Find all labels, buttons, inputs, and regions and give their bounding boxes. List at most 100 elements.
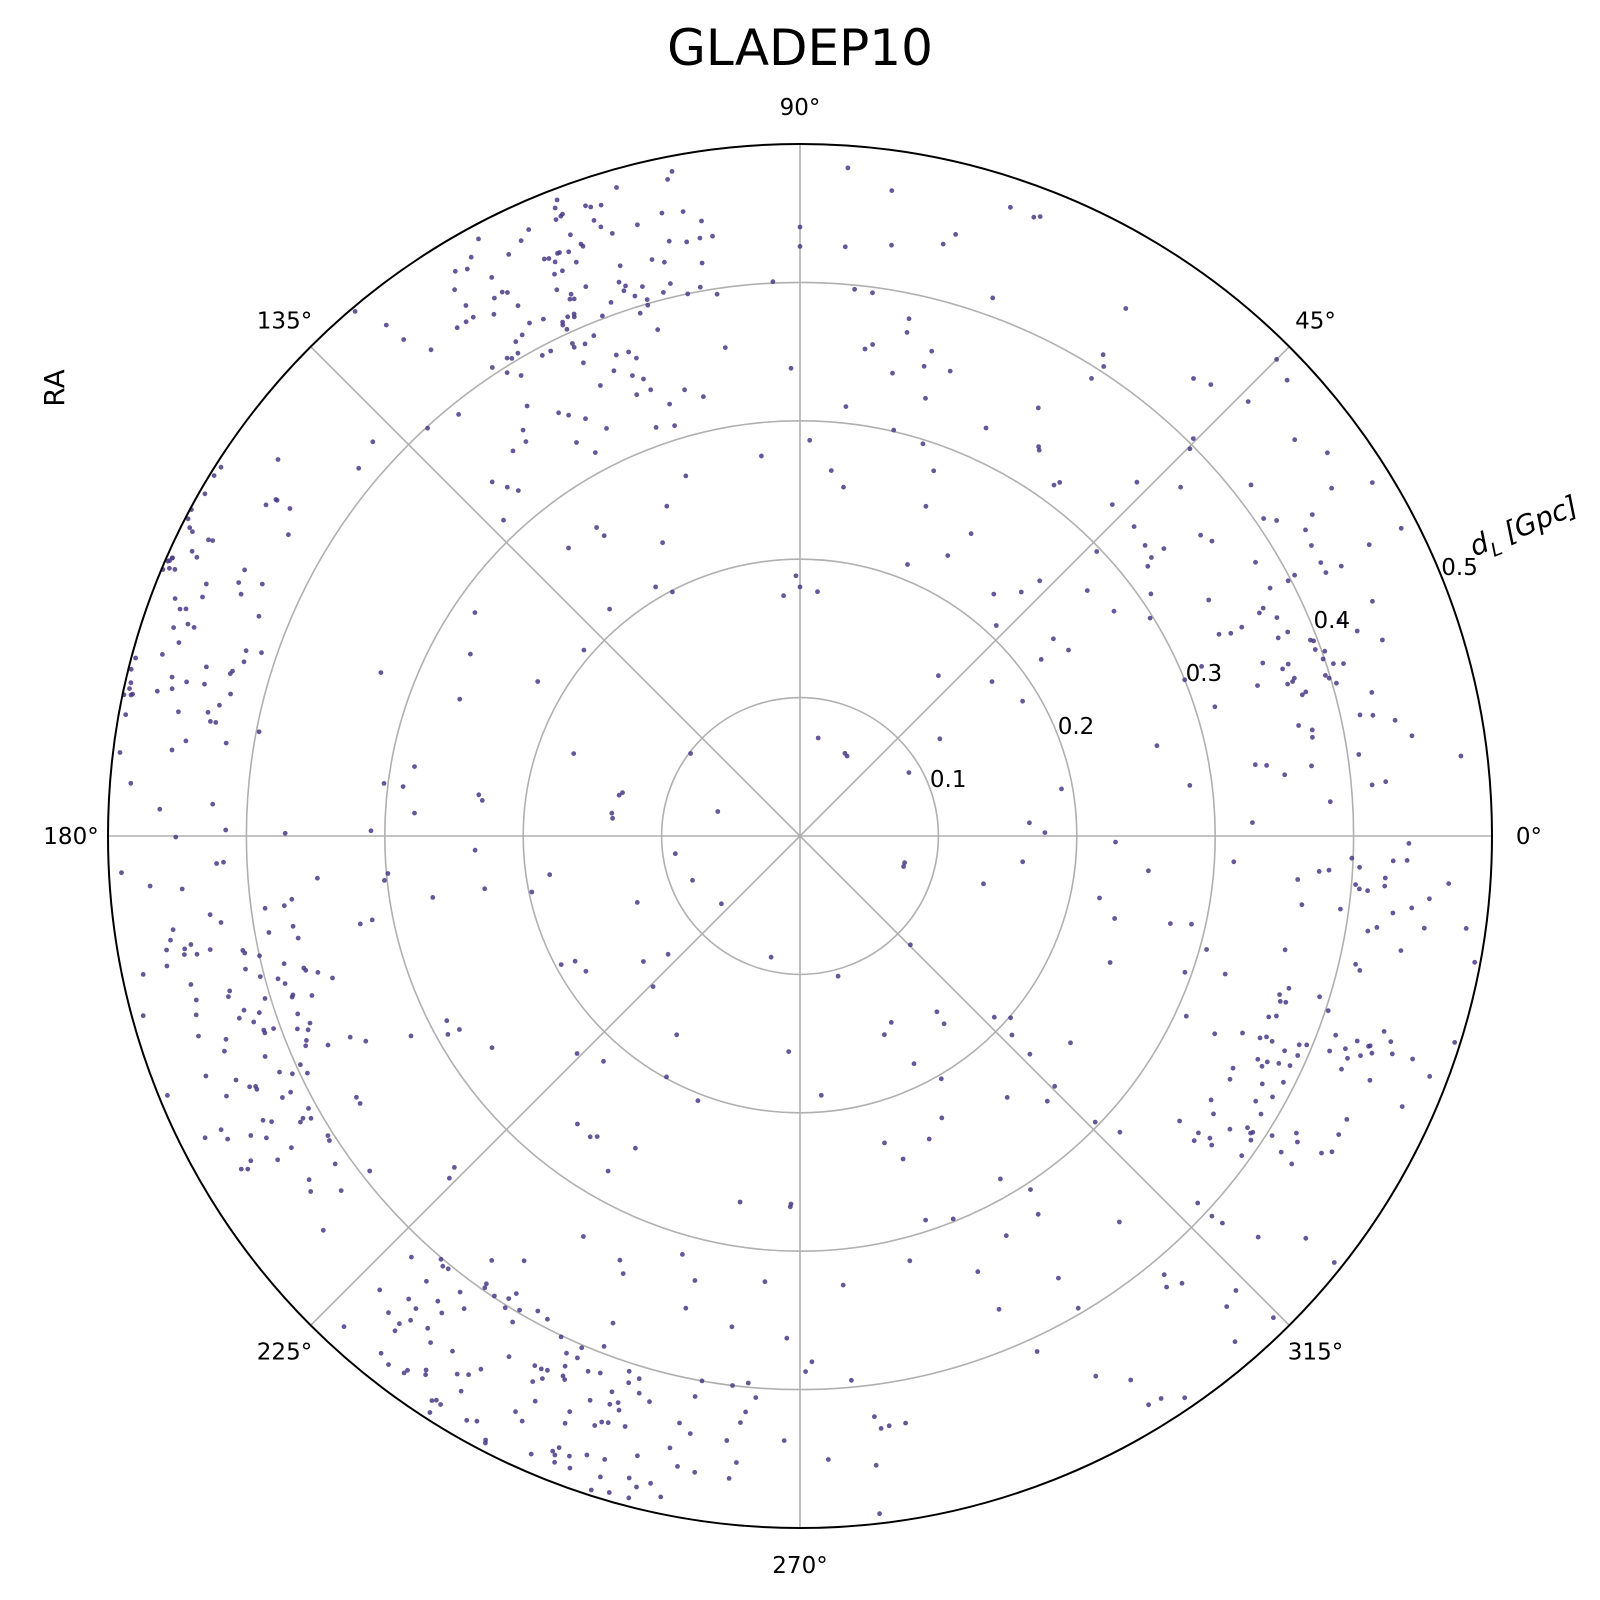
data-point — [463, 319, 469, 325]
data-point — [369, 917, 375, 923]
data-point — [828, 468, 834, 473]
data-point — [222, 1048, 227, 1054]
data-point — [620, 790, 625, 796]
data-point — [653, 584, 658, 590]
data-point — [450, 1348, 455, 1354]
data-point — [1357, 968, 1363, 973]
data-point — [575, 1355, 580, 1361]
data-point — [425, 1325, 431, 1331]
data-point — [592, 450, 598, 455]
data-point — [1381, 1029, 1387, 1034]
data-point — [597, 1370, 603, 1376]
data-point — [184, 679, 190, 685]
data-point — [196, 1033, 201, 1039]
data-point — [241, 659, 247, 665]
radial-tick-label: 0.5 — [1441, 555, 1478, 581]
data-point — [1239, 1153, 1245, 1159]
data-point — [519, 1418, 525, 1424]
data-point — [1294, 1130, 1299, 1136]
data-point — [298, 1119, 303, 1125]
data-point — [1211, 1111, 1216, 1117]
data-point — [682, 387, 687, 393]
data-point — [207, 912, 213, 918]
data-point — [445, 1266, 451, 1272]
data-point — [513, 339, 519, 345]
data-point — [504, 484, 510, 490]
data-point — [306, 1106, 311, 1111]
data-point — [489, 1258, 495, 1263]
data-point — [128, 680, 134, 686]
data-point — [1094, 549, 1100, 554]
data-point — [588, 1487, 594, 1493]
data-point — [675, 1464, 680, 1469]
data-point — [123, 712, 129, 718]
data-point — [1463, 926, 1469, 931]
data-point — [325, 1042, 331, 1048]
data-point — [906, 770, 912, 775]
data-point — [300, 1115, 306, 1121]
radial-tick-label: 0.1 — [930, 767, 967, 793]
data-point — [238, 1166, 244, 1172]
data-point — [1295, 1053, 1301, 1058]
data-point — [400, 784, 406, 789]
data-point — [1284, 377, 1290, 383]
data-point — [227, 988, 233, 994]
data-point — [1303, 527, 1308, 533]
data-point — [1042, 830, 1048, 835]
data-point — [1409, 733, 1415, 739]
data-point — [169, 747, 175, 753]
data-point — [781, 1438, 787, 1443]
data-point — [1295, 877, 1301, 882]
data-point — [1158, 1396, 1164, 1401]
data-point — [939, 1115, 945, 1121]
data-point — [1109, 502, 1115, 507]
data-point — [1331, 661, 1336, 667]
data-point — [1259, 1081, 1265, 1087]
data-point — [378, 670, 384, 675]
data-point — [1093, 1373, 1099, 1379]
data-point — [941, 1021, 947, 1027]
data-point — [1128, 1377, 1134, 1383]
data-point — [1357, 712, 1363, 718]
data-point — [1035, 405, 1041, 411]
data-point — [356, 465, 362, 471]
data-point — [1277, 999, 1283, 1004]
data-point — [470, 314, 476, 320]
data-point — [818, 1092, 824, 1098]
data-point — [515, 303, 521, 309]
data-point — [517, 1307, 522, 1313]
data-point — [204, 664, 209, 670]
data-point — [1343, 1046, 1348, 1052]
data-point — [953, 232, 958, 237]
data-point — [140, 1013, 146, 1019]
data-point — [940, 241, 946, 247]
data-point — [1365, 888, 1370, 894]
data-point — [428, 1340, 433, 1345]
data-point — [257, 953, 262, 959]
data-point — [262, 996, 268, 1001]
theta-grid-line — [799, 835, 1290, 1326]
data-point — [1051, 482, 1057, 488]
data-point — [457, 1289, 463, 1295]
data-point — [1206, 597, 1212, 603]
data-point — [1326, 675, 1332, 681]
data-point — [1427, 896, 1432, 902]
data-point — [1187, 783, 1193, 788]
data-point — [357, 1101, 363, 1106]
data-point — [558, 213, 564, 219]
data-point — [1341, 661, 1346, 666]
data-point — [1038, 657, 1044, 662]
data-point — [938, 1076, 944, 1082]
data-point — [842, 750, 848, 756]
data-point — [877, 1511, 882, 1517]
data-point — [203, 581, 209, 587]
data-point — [699, 260, 705, 266]
data-point — [254, 1086, 260, 1092]
data-point — [1182, 1395, 1188, 1401]
data-point — [664, 503, 670, 509]
data-point — [1036, 444, 1041, 449]
data-point — [1037, 578, 1043, 584]
data-point — [472, 847, 478, 853]
data-point — [434, 1397, 439, 1403]
